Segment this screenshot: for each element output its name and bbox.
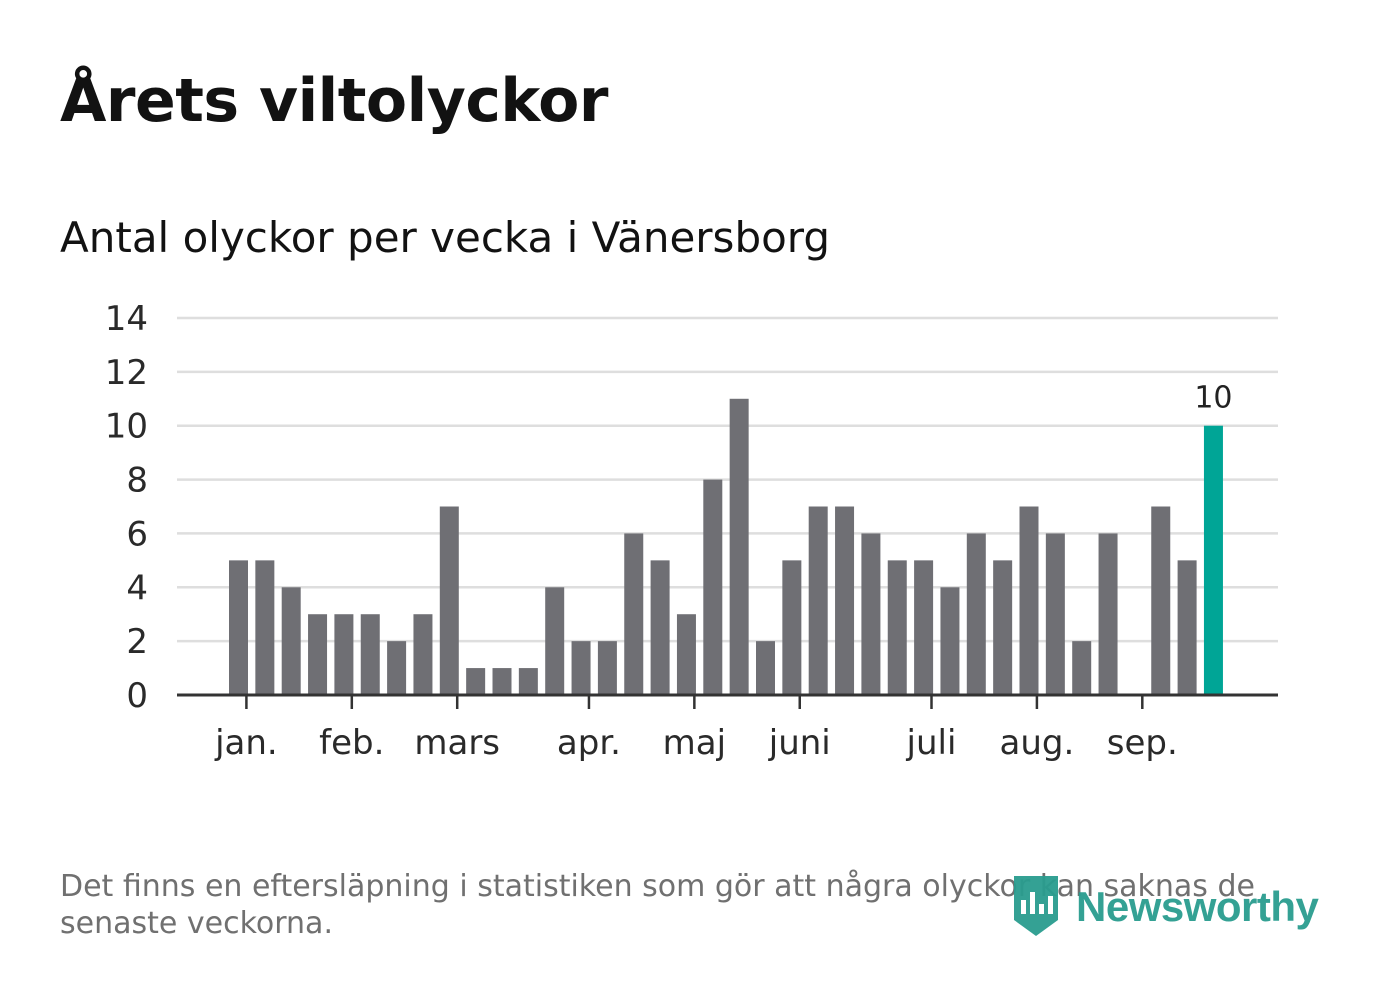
y-tick-label: 4 — [126, 568, 148, 608]
bar — [308, 614, 328, 695]
bar — [808, 506, 828, 695]
bar — [545, 587, 565, 695]
y-tick-label: 14 — [105, 299, 148, 339]
bar — [729, 398, 749, 695]
x-tick-label: aug. — [1000, 723, 1075, 763]
bar — [966, 533, 986, 695]
x-tick-label: juli — [906, 723, 957, 763]
y-tick-label: 0 — [126, 676, 148, 716]
bar — [782, 560, 802, 695]
bar — [650, 560, 670, 695]
bar — [229, 560, 248, 695]
y-tick-label: 8 — [126, 461, 148, 501]
bar — [571, 641, 591, 695]
bar — [1098, 533, 1118, 695]
bar — [1019, 506, 1039, 695]
highlight-value-label: 10 — [1194, 381, 1232, 416]
bar — [703, 479, 723, 695]
y-tick-label: 12 — [105, 353, 148, 393]
y-tick-label: 6 — [126, 514, 148, 554]
y-tick-label: 2 — [126, 622, 148, 662]
x-tick-label: juni — [768, 723, 831, 763]
bar — [835, 506, 855, 695]
bar — [413, 614, 433, 695]
bar — [940, 587, 960, 695]
bar — [387, 641, 407, 695]
bar — [281, 587, 301, 695]
chart-subtitle: Antal olyckor per vecka i Vänersborg — [60, 213, 830, 262]
x-tick-label: apr. — [557, 723, 621, 763]
bar — [756, 641, 775, 695]
bar — [1151, 506, 1171, 695]
bar — [1045, 533, 1065, 695]
bar — [887, 560, 907, 695]
x-tick-label: mars — [414, 723, 500, 763]
bar — [518, 668, 538, 695]
newsworthy-logo: Newsworthy — [1010, 874, 1319, 940]
bar — [861, 533, 881, 695]
bar — [492, 668, 512, 695]
highlight-bar — [1203, 425, 1223, 695]
chart-title: Årets viltolyckor — [60, 66, 609, 136]
bar — [466, 668, 486, 695]
bar — [597, 641, 617, 695]
x-tick-label: feb. — [319, 723, 384, 763]
newsworthy-logo-icon — [1014, 876, 1058, 936]
bar — [993, 560, 1013, 695]
bar — [624, 533, 644, 695]
bar — [1072, 641, 1092, 695]
x-tick-label: jan. — [214, 723, 278, 763]
bar — [1177, 560, 1197, 695]
bar — [334, 614, 354, 695]
x-tick-label: maj — [663, 723, 726, 763]
bar — [914, 560, 934, 695]
logo-text: Newsworthy — [1076, 883, 1319, 930]
x-tick-label: sep. — [1107, 723, 1178, 763]
bar — [255, 560, 275, 695]
bar — [360, 614, 380, 695]
bar — [439, 506, 459, 695]
bar — [676, 614, 696, 695]
y-tick-label: 10 — [105, 407, 148, 447]
